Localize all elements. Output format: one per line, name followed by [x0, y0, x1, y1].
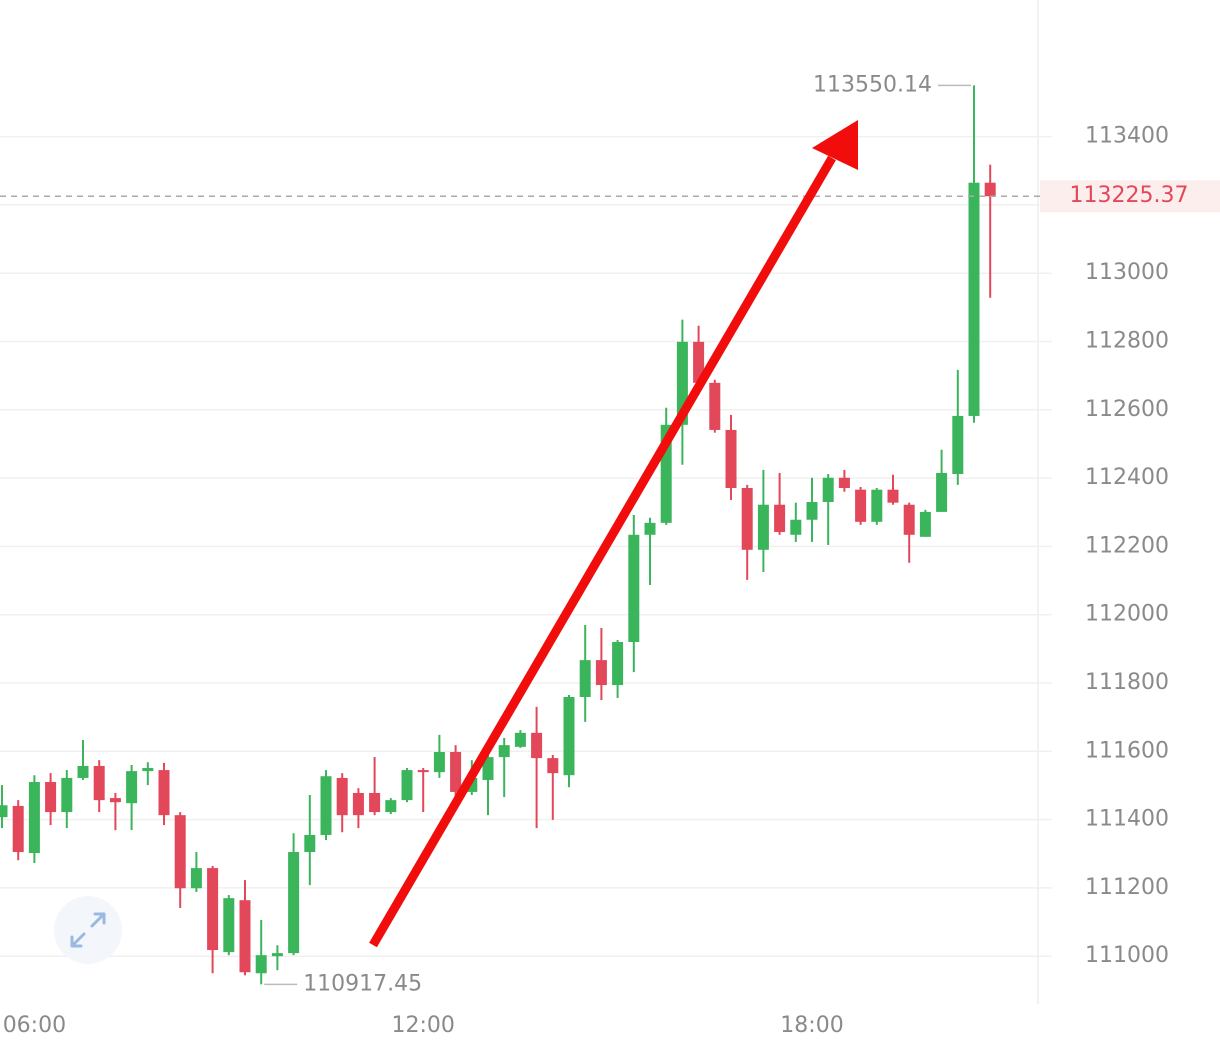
candle-body — [644, 522, 656, 535]
candle-body — [77, 765, 89, 778]
trend-arrowhead — [812, 120, 858, 170]
candle-body — [255, 955, 267, 974]
high-marker-label: 113550.14 — [813, 72, 932, 97]
candle-body — [612, 642, 624, 686]
candle-body — [693, 341, 705, 383]
candle-body — [12, 805, 24, 853]
x-tick-label: 12:00 — [391, 1013, 454, 1038]
candle-body — [142, 768, 154, 772]
candle-body — [984, 182, 996, 197]
candle-body — [336, 777, 348, 816]
candle-body — [126, 771, 138, 804]
y-tick-label: 112600 — [1085, 397, 1169, 422]
candle-body — [822, 477, 834, 502]
candle-body — [0, 805, 8, 818]
candle-body — [709, 382, 721, 430]
candle-body — [531, 732, 543, 759]
candle-body — [482, 757, 494, 780]
candle-body — [790, 519, 802, 535]
y-tick-label: 111400 — [1085, 807, 1169, 832]
candle-body — [628, 534, 640, 643]
candle-body — [174, 815, 186, 889]
candle-body — [741, 487, 753, 550]
candle-body — [109, 798, 121, 803]
last-price-label: 113225.37 — [1070, 183, 1189, 208]
candle-body — [385, 800, 397, 813]
candle-body — [595, 660, 607, 686]
y-tick-label: 111600 — [1085, 738, 1169, 763]
candle-body — [352, 792, 364, 816]
candle-body — [774, 504, 786, 533]
y-tick-label: 111200 — [1085, 875, 1169, 900]
expand-button[interactable] — [54, 896, 122, 964]
x-tick-label: 06:00 — [3, 1013, 66, 1038]
candle-body — [28, 782, 40, 854]
overlay: 113550.14 110917.45 113225.37 — [0, 72, 1220, 996]
candle-body — [887, 489, 899, 503]
candle-body — [190, 868, 202, 889]
candle-body — [304, 834, 316, 853]
candle-body — [757, 504, 769, 550]
candle-body — [61, 777, 73, 813]
candle-body — [579, 660, 591, 697]
candle-body — [968, 182, 980, 416]
candle-body — [401, 770, 413, 801]
candle-body — [563, 696, 575, 776]
low-marker-label: 110917.45 — [303, 971, 422, 996]
candle-body — [855, 489, 867, 522]
y-tick-label: 112200 — [1085, 533, 1169, 558]
candle-body — [207, 868, 219, 951]
candles — [0, 85, 996, 985]
y-tick-label: 113000 — [1085, 260, 1169, 285]
candle-body — [288, 852, 300, 954]
candle-body — [45, 782, 57, 813]
candle-body — [547, 758, 559, 774]
candle-body — [871, 489, 883, 522]
y-tick-label: 112400 — [1085, 465, 1169, 490]
candle-body — [93, 765, 105, 801]
candle-body — [498, 745, 510, 758]
candle-body — [725, 429, 737, 488]
candle-body — [417, 770, 429, 773]
candle-body — [903, 504, 915, 535]
candle-body — [952, 415, 964, 474]
x-tick-label: 18:00 — [780, 1013, 843, 1038]
y-tick-label: 112000 — [1085, 602, 1169, 627]
candle-body — [660, 424, 672, 523]
y-tick-label: 112800 — [1085, 328, 1169, 353]
candle-body — [919, 511, 931, 537]
y-tick-label: 113400 — [1085, 124, 1169, 149]
candle-body — [320, 776, 332, 835]
candle-body — [369, 792, 381, 813]
last-price-box — [1040, 180, 1220, 213]
candle-body — [676, 341, 688, 425]
candle-body — [433, 751, 445, 773]
candle-body — [806, 502, 818, 520]
candle-body — [466, 777, 478, 792]
candle-body — [158, 770, 170, 816]
candle-body — [936, 472, 948, 512]
candle-body — [239, 900, 251, 973]
candle-body — [271, 953, 283, 957]
candle-body — [514, 732, 526, 747]
candle-body — [838, 477, 850, 488]
y-tick-label: 111000 — [1085, 943, 1169, 968]
candle-body — [223, 898, 235, 953]
y-tick-label: 111800 — [1085, 670, 1169, 695]
trend-arrow — [369, 155, 836, 948]
candle-body — [450, 751, 462, 792]
